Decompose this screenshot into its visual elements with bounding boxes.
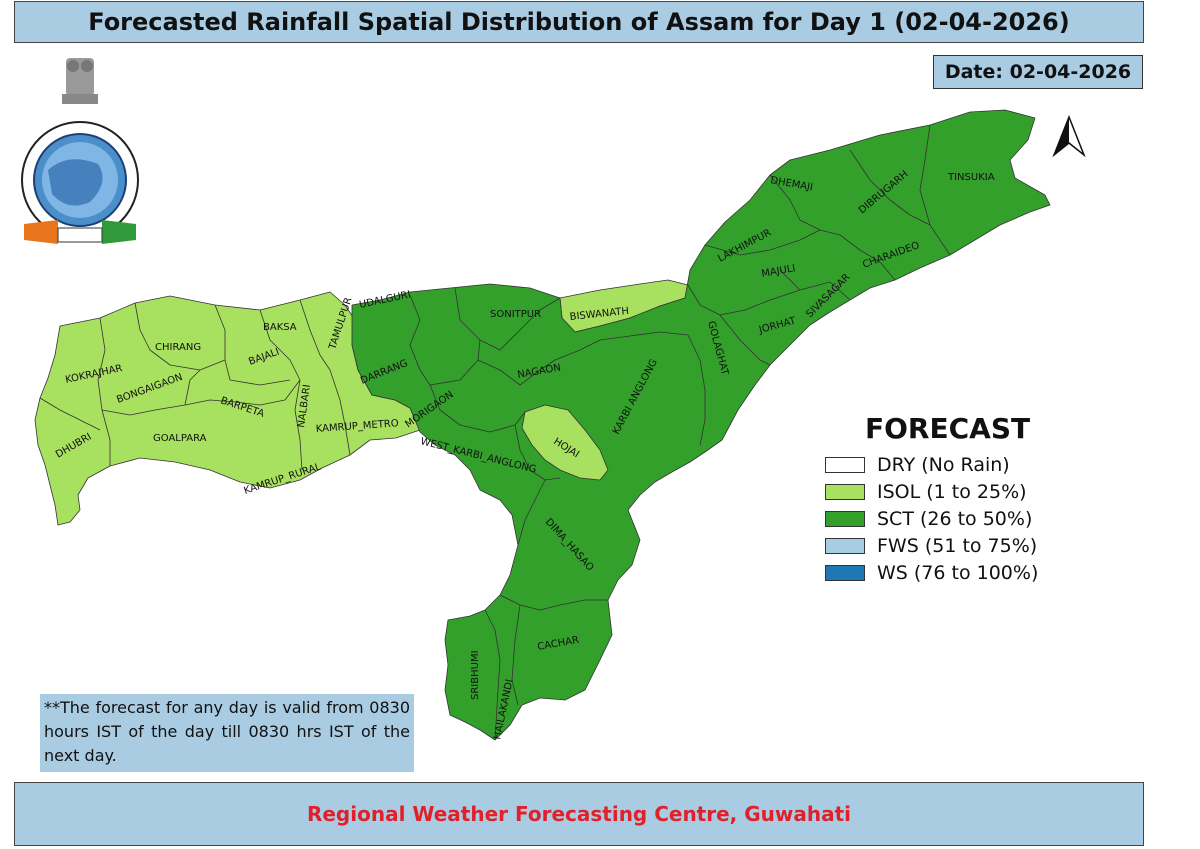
imd-logo-icon	[21, 58, 139, 244]
legend-item: ISOL (1 to 25%)	[825, 478, 1085, 505]
legend-title: FORECAST	[865, 412, 1031, 445]
legend-swatch	[825, 564, 865, 581]
footer-text: Regional Weather Forecasting Centre, Guw…	[306, 802, 852, 826]
legend-swatch	[825, 537, 865, 554]
north-arrow-icon	[1052, 115, 1086, 157]
legend-item: SCT (26 to 50%)	[825, 505, 1085, 532]
legend: FORECAST DRY (No Rain) ISOL (1 to 25%) S…	[825, 412, 1085, 586]
legend-label: ISOL (1 to 25%)	[877, 480, 1027, 503]
footer-bar: Regional Weather Forecasting Centre, Guw…	[14, 782, 1144, 846]
district-label: CHIRANG	[155, 342, 201, 353]
district-east-sct	[351, 109, 1051, 741]
legend-label: FWS (51 to 75%)	[877, 534, 1038, 557]
title-bar: Forecasted Rainfall Spatial Distribution…	[14, 1, 1144, 43]
legend-label: DRY (No Rain)	[877, 453, 1010, 476]
district-label: SRIBHUMI	[470, 650, 481, 700]
page-title: Forecasted Rainfall Spatial Distribution…	[88, 8, 1070, 36]
legend-item: WS (76 to 100%)	[825, 559, 1085, 586]
district-label: TINSUKIA	[947, 172, 995, 183]
legend-item: DRY (No Rain)	[825, 451, 1085, 478]
legend-item: FWS (51 to 75%)	[825, 532, 1085, 559]
district-west-isol	[34, 291, 421, 526]
date-box: Date: 02-04-2026	[933, 55, 1143, 89]
legend-swatch	[825, 510, 865, 527]
district-label: SONITPUR	[490, 309, 541, 320]
legend-label: WS (76 to 100%)	[877, 561, 1039, 584]
legend-swatch	[825, 456, 865, 473]
district-label: BAKSA	[263, 322, 297, 333]
validity-note: **The forecast for any day is valid from…	[40, 694, 414, 772]
district-label: GOALPARA	[153, 433, 207, 444]
legend-label: SCT (26 to 50%)	[877, 507, 1033, 530]
district-hojai	[521, 404, 609, 481]
legend-swatch	[825, 483, 865, 500]
